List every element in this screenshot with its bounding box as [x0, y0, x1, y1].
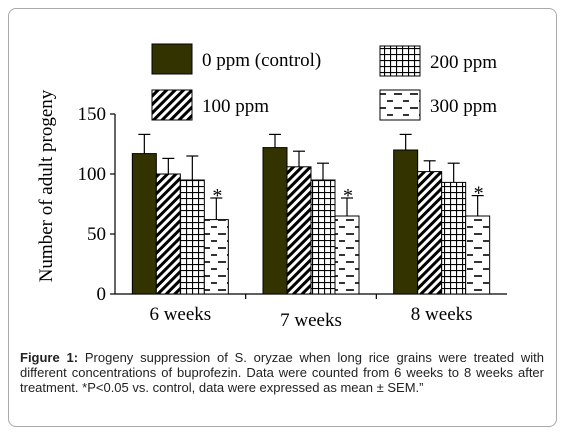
bar-300-ppm-7-weeks [334, 215, 360, 295]
legend-swatch [151, 89, 193, 121]
bar-0-ppm-control--6-weeks [131, 153, 157, 295]
legend-label: 0 ppm (control) [202, 50, 321, 71]
y-axis-label: Number of adult progeny [36, 89, 57, 282]
bar-0-ppm-control--7-weeks [262, 147, 288, 295]
x-tick-label: 7 weeks [280, 310, 342, 331]
bar-200-ppm-7-weeks [310, 179, 336, 295]
legend: 0 ppm (control) 200 ppm 100 ppm 300 ppm [151, 43, 497, 121]
bar-100-ppm-7-weeks [286, 166, 312, 295]
bar-100-ppm-8-weeks [417, 171, 443, 295]
legend-label: 300 ppm [430, 96, 497, 117]
y-tick-label: 50 [87, 224, 106, 245]
x-tick-label: 6 weeks [149, 304, 211, 325]
y-tick-label: 100 [78, 164, 107, 185]
legend-swatch [379, 45, 421, 77]
significance-star: * [474, 183, 484, 205]
bars: * * * [131, 133, 491, 295]
legend-label: 100 ppm [202, 96, 269, 117]
caption-text: Progeny suppression of S. oryzae when lo… [20, 350, 544, 395]
figure-caption: Figure 1: Progeny suppression of S. oryz… [20, 350, 544, 395]
bar-300-ppm-6-weeks [203, 219, 229, 295]
legend-label: 200 ppm [430, 52, 497, 73]
bar-300-ppm-8-weeks [465, 215, 491, 295]
x-tick-labels: 6 weeks 7 weeks 8 weeks [149, 304, 472, 331]
legend-swatch [379, 89, 421, 121]
y-ticks: 0 50 100 150 [78, 104, 115, 305]
significance-star: * [343, 185, 353, 207]
bar-200-ppm-6-weeks [179, 179, 205, 295]
legend-swatch [151, 43, 193, 75]
significance-star: * [212, 185, 222, 207]
x-tick-label: 8 weeks [411, 304, 473, 325]
caption-label: Figure 1: [20, 350, 79, 365]
y-tick-label: 150 [78, 104, 107, 125]
bar-200-ppm-8-weeks [441, 181, 467, 295]
y-tick-label: 0 [97, 284, 107, 305]
bar-100-ppm-6-weeks [155, 173, 181, 295]
bar-0-ppm-control--8-weeks [393, 149, 419, 295]
